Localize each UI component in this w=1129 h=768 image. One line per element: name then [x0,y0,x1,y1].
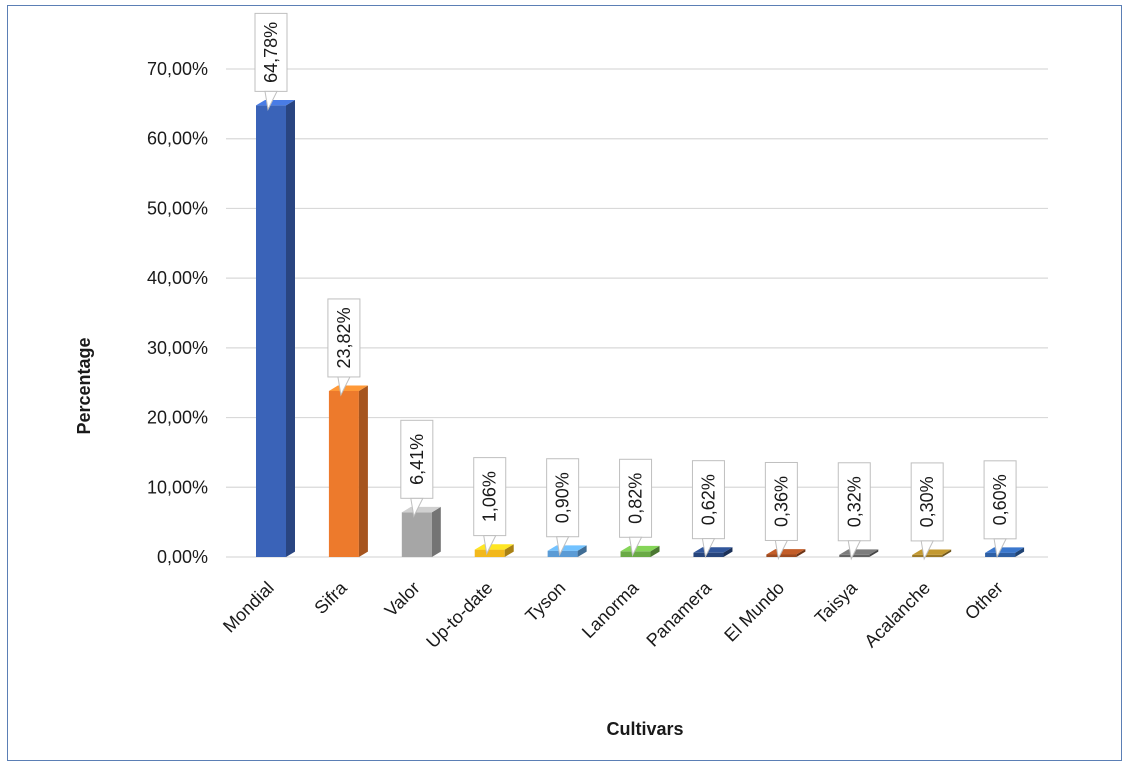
x-tick-label: Tyson [521,578,569,626]
y-tick-label: 70,00% [147,59,208,79]
y-tick-label: 0,00% [157,547,208,567]
data-label: 0,82% [619,458,653,557]
data-label: 1,06% [473,457,507,556]
x-tick-label: Sifra [310,577,351,618]
svg-text:0,32%: 0,32% [844,476,864,527]
data-label: 0,32% [837,462,871,561]
bar-taisya [839,549,879,557]
bar-valor [401,506,441,557]
x-tick-label: Panamera [642,577,716,651]
bar-up-to-date [474,544,514,557]
svg-text:23,82%: 23,82% [334,307,354,368]
bar-other [985,547,1025,557]
data-label: 0,90% [546,458,580,557]
data-label: 6,41% [400,419,434,518]
data-label: 0,30% [910,462,944,561]
bar-lanorma [620,545,660,557]
svg-text:1,06%: 1,06% [480,471,500,522]
bar-chart: 0,00% 10,00% 20,00% 30,00% 40,00% 50,00% 60,00… [74,12,1048,739]
bar-el-mundo [766,549,806,557]
x-tick-label: Up-to-date [422,578,496,652]
data-label: 0,36% [764,461,798,561]
x-tick-label: Lanorma [578,577,643,642]
svg-text:0,90%: 0,90% [553,472,573,523]
x-tick-label: Other [961,578,1007,624]
bar-acalanche [912,549,952,557]
chart-frame: 0,00% 10,00% 20,00% 30,00% 40,00% 50,00% 60,00… [7,5,1122,761]
svg-text:64,78%: 64,78% [261,22,281,83]
y-tick-label: 60,00% [147,129,208,149]
data-label: 23,82% [327,298,361,397]
data-label: 0,60% [983,460,1017,559]
data-label: 0,62% [691,460,725,559]
svg-text:0,36%: 0,36% [771,476,791,527]
svg-text:0,30%: 0,30% [917,476,937,527]
bar-sifra [328,385,368,557]
svg-text:6,41%: 6,41% [407,434,427,485]
data-label: 64,78% [254,12,288,111]
bar-mondial [256,99,295,558]
x-tick-label: Valor [381,578,424,621]
y-tick-label: 40,00% [147,268,208,288]
svg-text:0,62%: 0,62% [698,474,718,525]
bar-tyson [547,545,587,557]
x-tick-label: El Mundo [720,578,788,646]
data-labels: 64,78% 23,82% 6,41% 1,06% 0,90% 0,82% 0,62% 0,3… [254,12,1017,561]
x-tick-label: Taisya [811,577,862,628]
x-tick-label: Acalanche [860,578,934,652]
svg-text:0,82%: 0,82% [626,473,646,524]
y-tick-label: 30,00% [147,338,208,358]
y-tick-label: 10,00% [147,477,208,497]
bars [256,99,1025,558]
x-tick-label: Mondial [219,578,278,637]
y-axis-title: Percentage [74,337,94,434]
x-axis-title: Cultivars [606,719,683,739]
svg-text:0,60%: 0,60% [990,474,1010,525]
y-tick-label: 20,00% [147,408,208,428]
bar-panamera [693,547,733,557]
y-tick-label: 50,00% [147,198,208,218]
y-axis-ticks: 0,00% 10,00% 20,00% 30,00% 40,00% 50,00% 60,00… [147,59,208,567]
